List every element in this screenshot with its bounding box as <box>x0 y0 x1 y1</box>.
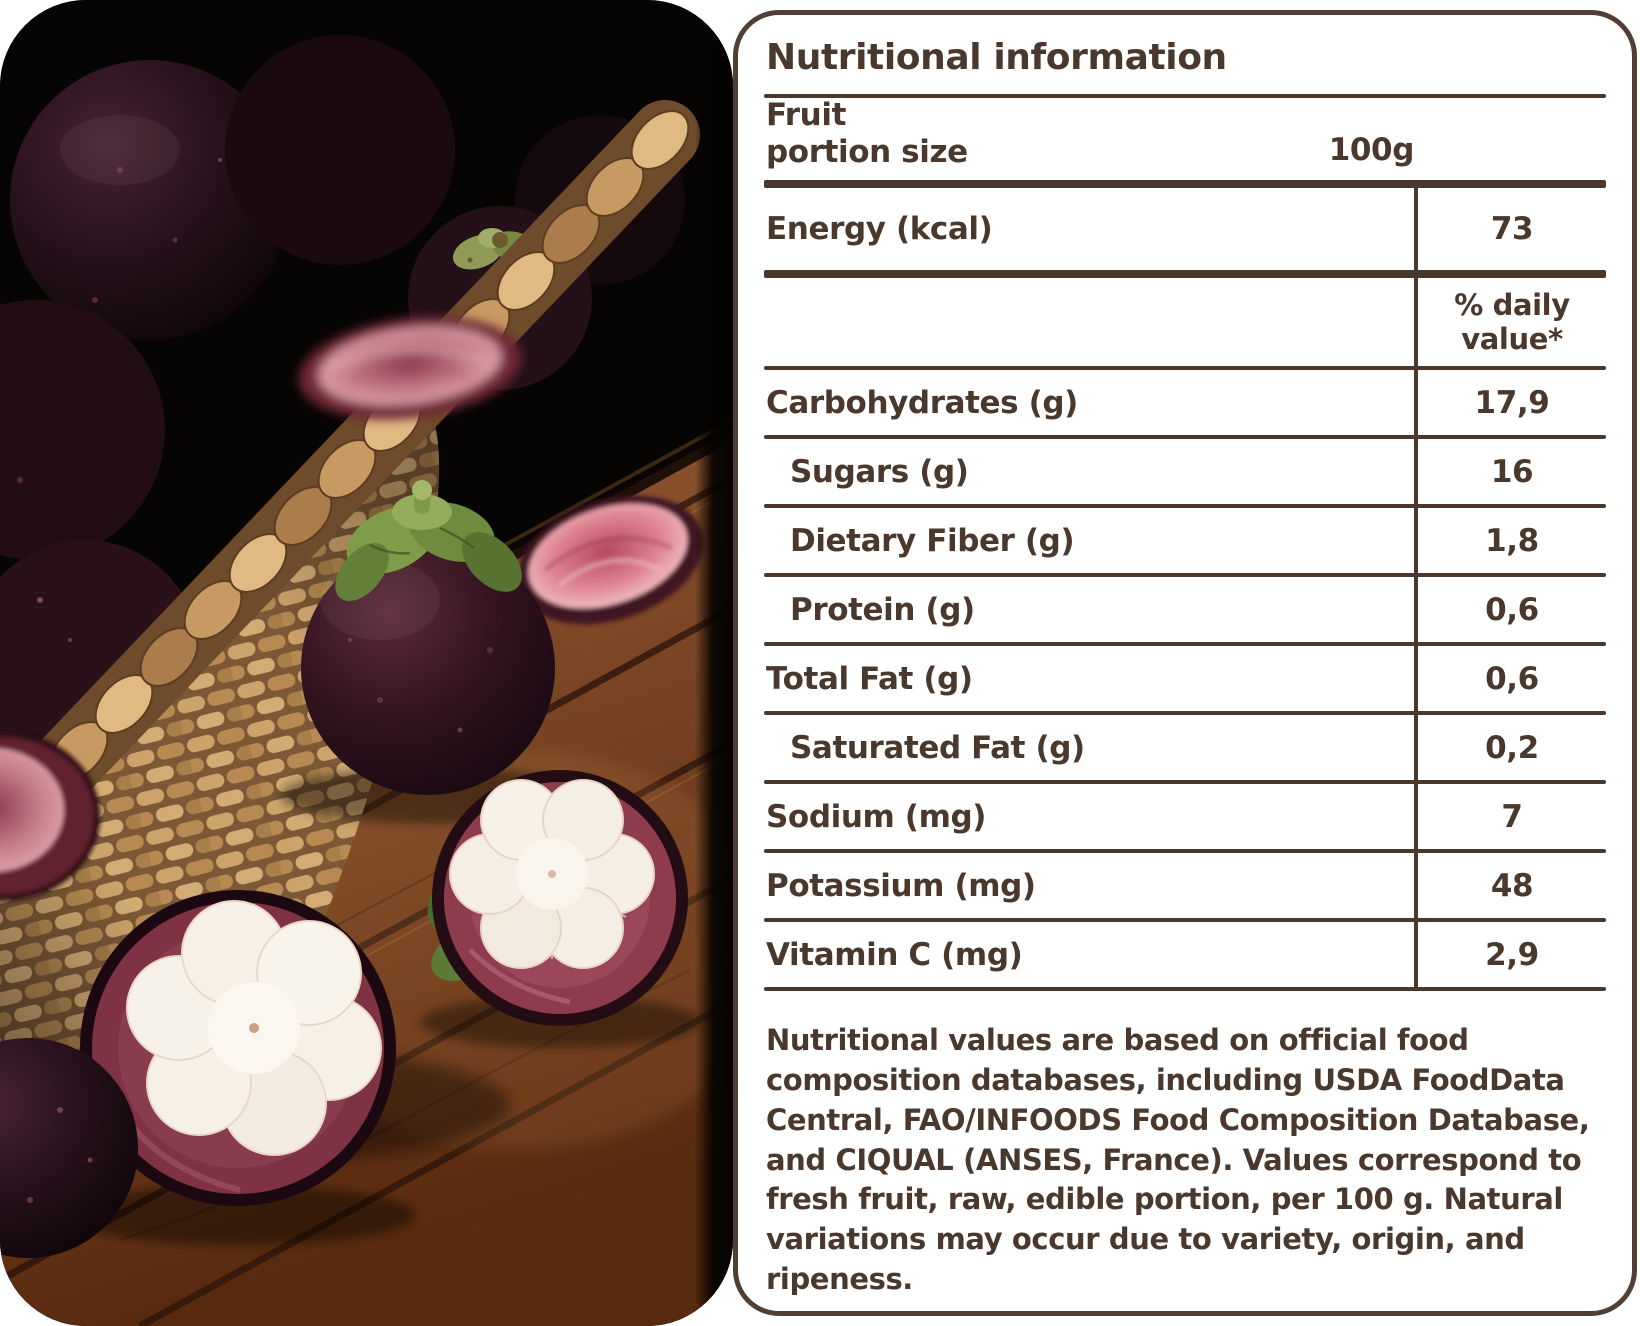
nutrient-row-potassium: Potassium (mg) 48 <box>764 853 1606 919</box>
portion-label-line2: portion size <box>766 133 968 170</box>
row-rule <box>764 504 1606 509</box>
row-rule <box>764 918 1606 923</box>
nutrient-label: Potassium (mg) <box>766 867 1036 904</box>
nutrient-value: 1,8 <box>1414 508 1606 574</box>
rind-half-right <box>516 495 704 625</box>
nutrient-label: Total Fat (g) <box>766 660 973 697</box>
nutrient-value: 2,9 <box>1414 922 1606 988</box>
nutrient-row-sodium: Sodium (mg) 7 <box>764 784 1606 850</box>
nutrient-label: Vitamin C (mg) <box>766 936 1023 973</box>
row-rule <box>764 573 1606 578</box>
nutrient-value: 0,6 <box>1414 577 1606 643</box>
mangosteen-whole <box>280 480 580 823</box>
energy-rule <box>764 270 1606 279</box>
energy-label: Energy (kcal) <box>766 211 993 248</box>
portion-rule <box>764 180 1606 189</box>
nutrient-label: Dietary Fiber (g) <box>790 522 1075 559</box>
daily-value-header-empty-cell <box>764 278 1414 366</box>
portion-label-line1: Fruit <box>766 97 846 134</box>
rind-half-back <box>298 316 522 420</box>
energy-row: Energy (kcal) 73 <box>764 188 1606 271</box>
nutrient-value: 0,6 <box>1414 646 1606 712</box>
portion-value: 100g <box>1328 132 1415 169</box>
nutrient-value: 16 <box>1414 439 1606 505</box>
title-rule <box>764 94 1606 99</box>
basket-wall <box>0 392 440 1128</box>
nutrient-row-dietary-fiber: Dietary Fiber (g) 1,8 <box>764 508 1606 574</box>
nutrient-row-protein: Protein (g) 0,6 <box>764 577 1606 643</box>
nutrition-card: Nutritional information Fruit portion si… <box>733 10 1637 1316</box>
nutrient-label: Sugars (g) <box>790 453 969 490</box>
mangosteen-cut-half-right <box>420 770 700 1048</box>
nutrient-value: 48 <box>1414 853 1606 919</box>
mangosteen-bottom-left <box>0 1038 138 1258</box>
nutrient-row-vitamin-c: Vitamin C (mg) 2,9 <box>764 922 1606 988</box>
row-rule <box>764 435 1606 440</box>
row-rule <box>764 849 1606 854</box>
nutrient-row-saturated-fat: Saturated Fat (g) 0,2 <box>764 715 1606 781</box>
nutrient-row-sugars: Sugars (g) 16 <box>764 439 1606 505</box>
daily-value-rule <box>764 366 1606 371</box>
mangosteen-cut-half-front <box>65 890 415 1245</box>
rind-half-left-edge <box>0 731 100 901</box>
daily-value-header-row: % daily value* <box>764 278 1606 367</box>
photo-edge-shadow <box>695 0 733 1326</box>
daily-value-header: % daily value* <box>1414 278 1606 367</box>
energy-value: 73 <box>1414 188 1606 271</box>
nutrient-row-total-fat: Total Fat (g) 0,6 <box>764 646 1606 712</box>
table-bottom-rule <box>764 987 1606 992</box>
mangosteen-photo <box>0 0 733 1326</box>
row-rule <box>764 642 1606 647</box>
footnote: Nutritional values are based on official… <box>766 1023 1590 1296</box>
portion-row: Fruit portion size 100g <box>764 97 1606 180</box>
nutrient-value: 17,9 <box>1414 370 1606 436</box>
wicker-basket <box>0 35 700 1128</box>
row-rule <box>764 780 1606 785</box>
nutrient-label: Carbohydrates (g) <box>766 384 1078 421</box>
row-rule <box>764 711 1606 716</box>
nutrient-row-carbohydrates: Carbohydrates (g) 17,9 <box>764 370 1606 436</box>
nutrient-value: 0,2 <box>1414 715 1606 781</box>
portion-label: Fruit portion size <box>766 97 1329 170</box>
nutrient-label: Sodium (mg) <box>766 798 987 835</box>
nutrient-label: Protein (g) <box>790 591 975 628</box>
card-title: Nutritional information <box>766 37 1227 78</box>
nutrient-value: 7 <box>1414 784 1606 850</box>
nutrient-label: Saturated Fat (g) <box>790 729 1085 766</box>
